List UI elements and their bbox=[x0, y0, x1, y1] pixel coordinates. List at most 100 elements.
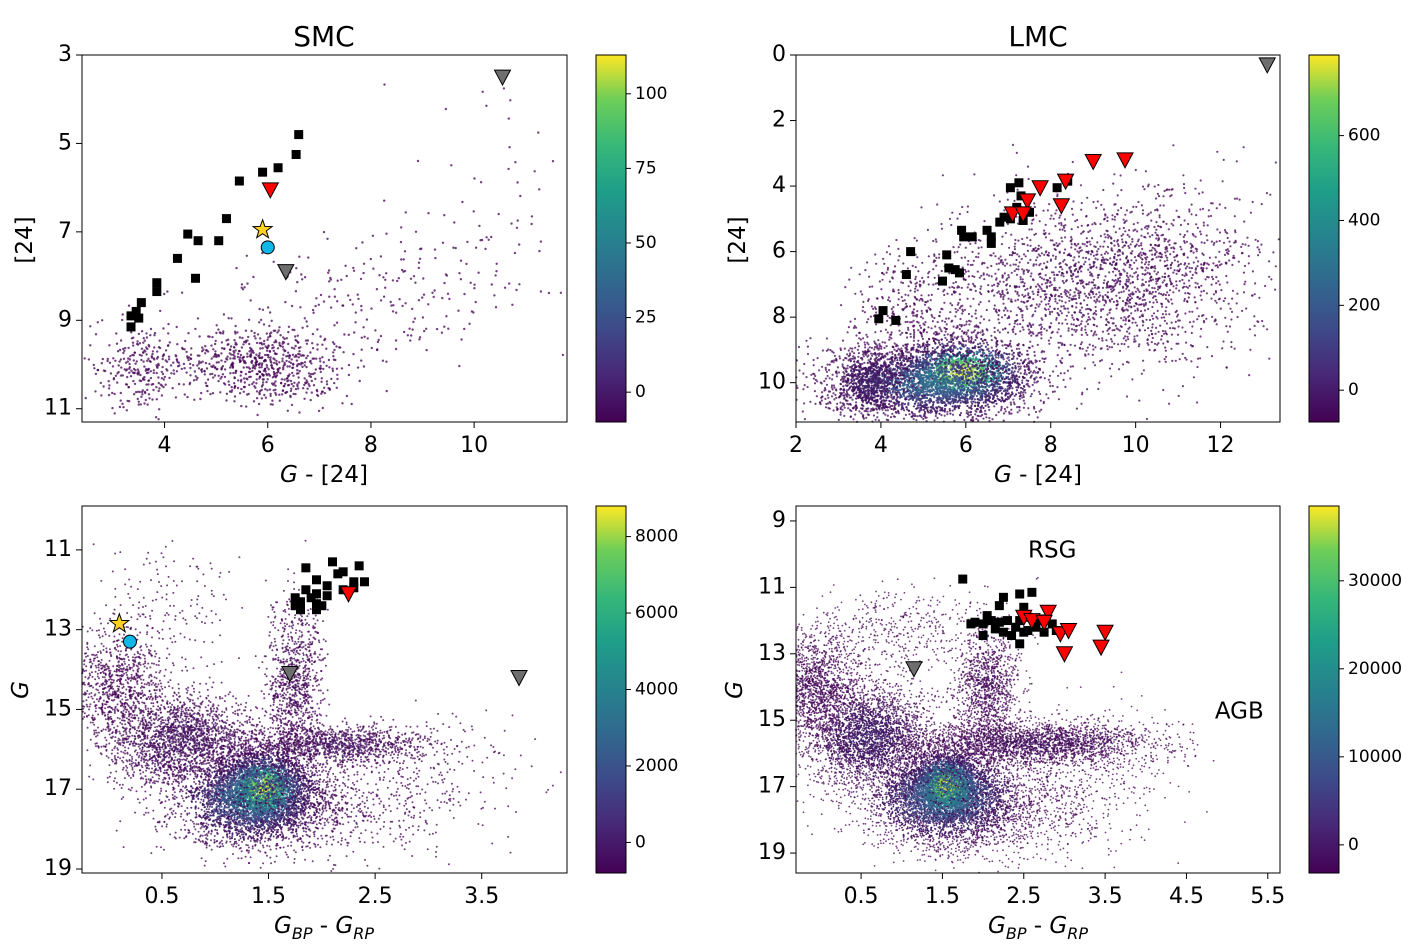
density-point bbox=[297, 341, 299, 343]
density-point bbox=[936, 381, 938, 383]
density-point bbox=[189, 374, 191, 376]
density-point bbox=[940, 370, 942, 372]
density-point bbox=[212, 392, 214, 394]
density-point bbox=[977, 405, 979, 407]
density-point bbox=[1000, 409, 1002, 411]
density-point bbox=[1019, 355, 1021, 357]
density-point bbox=[992, 398, 994, 400]
density-point bbox=[851, 350, 853, 352]
density-point bbox=[473, 177, 475, 179]
density-point bbox=[510, 222, 512, 224]
density-point bbox=[161, 377, 163, 379]
density-point bbox=[271, 364, 273, 366]
density-point bbox=[813, 364, 815, 366]
density-point bbox=[926, 417, 928, 419]
density-point bbox=[144, 350, 146, 352]
density-point bbox=[915, 401, 917, 403]
density-point bbox=[985, 354, 987, 356]
density-point bbox=[996, 385, 998, 387]
density-point bbox=[335, 345, 337, 347]
density-point bbox=[290, 362, 292, 364]
density-point bbox=[1039, 377, 1041, 379]
density-point bbox=[336, 368, 338, 370]
density-point bbox=[936, 376, 938, 378]
density-point bbox=[1037, 380, 1039, 382]
density-point bbox=[988, 392, 990, 394]
density-point bbox=[465, 263, 467, 265]
density-point bbox=[921, 389, 923, 391]
density-point bbox=[473, 210, 475, 212]
density-point bbox=[250, 330, 252, 332]
density-point bbox=[233, 339, 235, 341]
density-point bbox=[909, 386, 911, 388]
density-point bbox=[1012, 363, 1014, 365]
density-point bbox=[1022, 394, 1024, 396]
density-point bbox=[917, 397, 919, 399]
density-point bbox=[145, 353, 147, 355]
density-point bbox=[981, 373, 983, 375]
density-point bbox=[807, 386, 809, 388]
density-point bbox=[228, 384, 230, 386]
density-point bbox=[261, 347, 263, 349]
density-point bbox=[915, 383, 917, 385]
density-point bbox=[956, 364, 958, 366]
density-point bbox=[966, 405, 968, 407]
density-point bbox=[269, 388, 271, 390]
density-point bbox=[930, 352, 932, 354]
density-point bbox=[952, 342, 954, 344]
density-point bbox=[844, 348, 846, 350]
density-point bbox=[141, 393, 143, 395]
density-point bbox=[243, 377, 245, 379]
density-point bbox=[258, 370, 260, 372]
density-point bbox=[961, 388, 963, 390]
density-point bbox=[275, 362, 277, 364]
density-point bbox=[1003, 412, 1005, 414]
density-point bbox=[936, 417, 938, 419]
density-point bbox=[1033, 381, 1035, 383]
density-point bbox=[223, 348, 225, 350]
density-point bbox=[952, 410, 954, 412]
density-point bbox=[327, 387, 329, 389]
density-point bbox=[250, 299, 252, 301]
density-point bbox=[494, 274, 496, 276]
density-point bbox=[890, 408, 892, 410]
density-point bbox=[319, 360, 321, 362]
density-point bbox=[922, 418, 924, 420]
density-point bbox=[495, 306, 497, 308]
density-point bbox=[927, 400, 929, 402]
density-point bbox=[287, 410, 289, 412]
density-point bbox=[910, 349, 912, 351]
density-point bbox=[516, 181, 518, 183]
density-point bbox=[263, 323, 265, 325]
density-point bbox=[176, 370, 178, 372]
density-point bbox=[363, 263, 365, 265]
density-point bbox=[880, 346, 882, 348]
density-point bbox=[1030, 395, 1032, 397]
density-point bbox=[120, 358, 122, 360]
density-point bbox=[404, 270, 406, 272]
density-point bbox=[1023, 396, 1025, 398]
density-point bbox=[534, 170, 536, 172]
density-point bbox=[357, 298, 359, 300]
density-point bbox=[944, 394, 946, 396]
density-point bbox=[183, 363, 185, 365]
density-point bbox=[488, 239, 490, 241]
density-point bbox=[161, 394, 163, 396]
density-point bbox=[981, 345, 983, 347]
density-point bbox=[443, 214, 445, 216]
density-point bbox=[227, 339, 229, 341]
density-point bbox=[930, 355, 932, 357]
density-point bbox=[977, 389, 979, 391]
density-point bbox=[109, 362, 111, 364]
density-point bbox=[294, 335, 296, 337]
density-point bbox=[974, 410, 976, 412]
density-point bbox=[827, 397, 829, 399]
density-point bbox=[996, 344, 998, 346]
density-point bbox=[894, 378, 896, 380]
density-point bbox=[225, 399, 227, 401]
density-point bbox=[829, 349, 831, 351]
density-point bbox=[418, 267, 420, 269]
density-point bbox=[966, 369, 968, 371]
density-point bbox=[150, 328, 152, 330]
density-point bbox=[562, 354, 564, 356]
